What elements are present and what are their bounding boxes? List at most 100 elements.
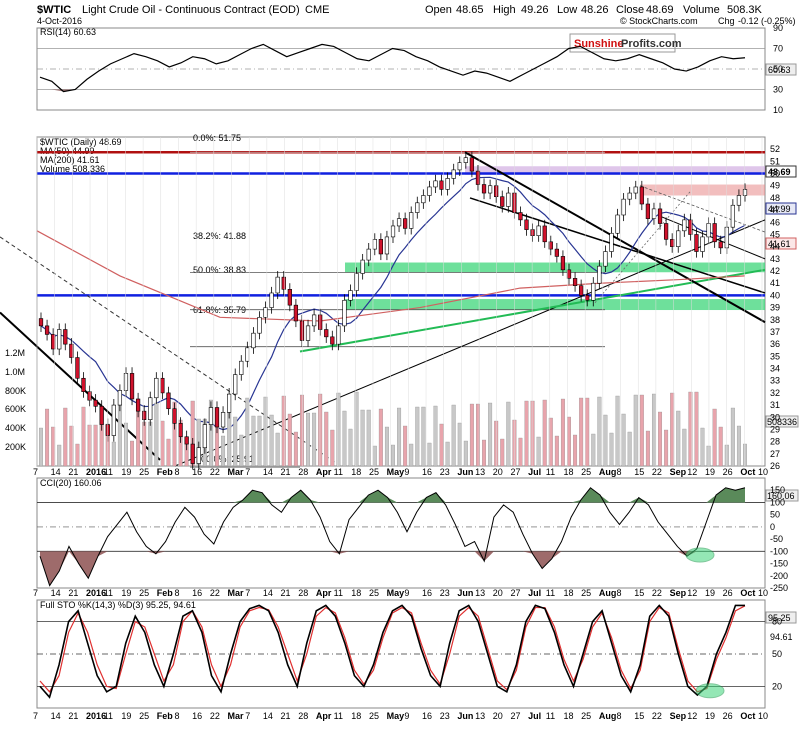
volume-bar	[221, 435, 226, 467]
x-axis-label: 21	[68, 588, 78, 598]
volume-bar	[488, 402, 493, 467]
last-price-box: 48.69	[765, 165, 797, 178]
x-axis-label: May	[387, 711, 405, 721]
cci-tick: 0	[770, 522, 775, 532]
volume-bar	[712, 408, 717, 467]
x-axis-label: 14	[51, 588, 61, 598]
x-axis-label: 26	[723, 467, 733, 477]
cci-tick: -100	[770, 546, 788, 556]
volume-bar	[427, 442, 432, 467]
ma200-value: 41.61	[768, 239, 791, 249]
x-axis-label: 16	[192, 588, 202, 598]
price-candle	[500, 196, 505, 207]
price-candle	[585, 295, 590, 301]
price-candle	[560, 256, 566, 271]
volume-bar	[330, 429, 335, 467]
x-axis-label: 7	[33, 467, 38, 477]
rsi-line	[39, 43, 746, 93]
price-candle	[299, 320, 305, 341]
x-axis-label: 25	[139, 711, 149, 721]
x-axis-label: 9	[404, 467, 409, 477]
volume-bar	[676, 410, 681, 467]
volume-bar	[627, 431, 632, 467]
instrument-name: Light Crude Oil - Continuous Contract (E…	[82, 4, 300, 16]
volume-bar	[585, 397, 590, 467]
price-candle	[196, 447, 201, 464]
volume-bar	[148, 421, 153, 467]
x-axis-label: 22	[210, 467, 220, 477]
volume-bar	[530, 400, 535, 467]
x-axis-label: 21	[68, 467, 78, 477]
price-tick: 38	[770, 315, 780, 325]
volume-bar	[421, 406, 426, 467]
volume-bar	[736, 425, 741, 467]
short-descending-line	[659, 215, 766, 260]
price-candle	[536, 225, 541, 237]
volume-value: 508336	[767, 417, 797, 427]
price-candle	[93, 399, 98, 407]
price-candle	[530, 229, 535, 236]
volume-bar	[621, 413, 626, 467]
x-axis-label: 23	[440, 588, 450, 598]
x-axis-label: 28	[298, 711, 308, 721]
x-axis-label: Jun	[457, 711, 473, 721]
price-candle	[427, 186, 432, 196]
x-axis-label: 7	[245, 711, 250, 721]
price-candle	[245, 347, 250, 362]
sto-value-box: 95.25	[765, 611, 797, 624]
volume-bar	[645, 430, 650, 467]
logo-part1: Sunshine	[574, 38, 624, 50]
price-candle	[342, 299, 347, 327]
price-candle	[263, 307, 268, 318]
sto-tick: 80	[772, 617, 782, 627]
chart-dynamic-layer: 9070503010525150494847464544434241403938…	[0, 23, 788, 721]
volume-bar	[306, 412, 311, 467]
price-candle	[154, 377, 159, 399]
price-tick: 45	[770, 229, 780, 239]
volume-bar	[372, 445, 377, 467]
volume-bar	[433, 405, 438, 467]
exchange-label: CME	[305, 4, 329, 16]
x-axis-label: 13	[475, 588, 485, 598]
price-tick: 28	[770, 437, 780, 447]
volume-bar	[603, 414, 608, 467]
x-axis-label: 25	[369, 711, 379, 721]
x-axis-label: 16	[422, 711, 432, 721]
price-candle	[135, 398, 141, 412]
x-axis-label: 21	[68, 711, 78, 721]
volume-bar	[475, 403, 480, 467]
ma200-legend: MA(200) 41.61	[40, 155, 100, 165]
rsi-tick: 50	[773, 64, 783, 74]
x-axis-label: 22	[652, 711, 662, 721]
volume-bar	[287, 413, 292, 467]
volume-bar	[439, 423, 444, 467]
x-axis-label: 12	[687, 711, 697, 721]
x-axis-label: 22	[652, 467, 662, 477]
price-candle	[384, 236, 390, 255]
volume-tick: 1.2M	[5, 348, 25, 358]
volume-tick: 200K	[5, 442, 26, 452]
ma50-value-box: 44.99	[765, 202, 797, 215]
x-axis-label: Aug	[599, 467, 617, 477]
price-candle	[409, 212, 414, 229]
price-candle	[621, 198, 626, 216]
x-axis-label: 21	[281, 467, 291, 477]
open-label: Open	[425, 4, 452, 16]
x-axis-label: 10	[758, 711, 768, 721]
price-candle	[566, 269, 572, 279]
x-axis-label: 7	[245, 588, 250, 598]
price-candle	[579, 285, 584, 296]
volume-bar	[378, 408, 383, 467]
x-axis-label: 8	[617, 467, 622, 477]
x-axis-label: 11	[104, 467, 113, 477]
price-tick: 51	[770, 156, 780, 166]
price-candle	[396, 218, 402, 227]
low-value: 48.26	[581, 4, 609, 16]
price-candle	[639, 186, 644, 205]
volume-bar	[518, 437, 523, 467]
x-axis-label: 21	[281, 588, 291, 598]
volume-bar	[536, 436, 541, 467]
chart-date: 4-Oct-2016	[37, 16, 82, 26]
volume-bar	[87, 424, 92, 467]
